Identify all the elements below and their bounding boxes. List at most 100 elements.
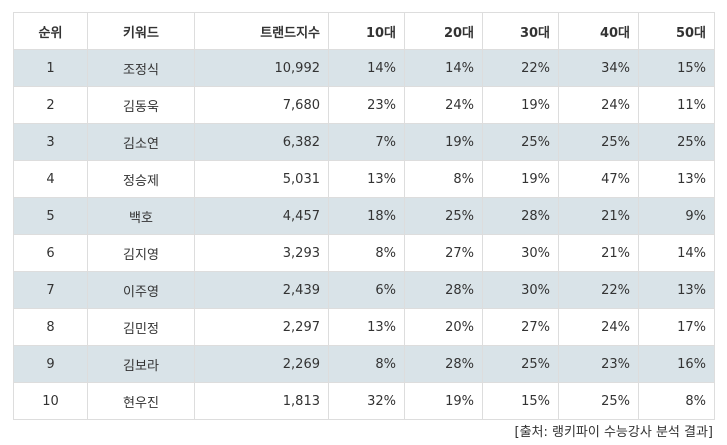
cell-trend-index: 6,382 [194,123,329,161]
cell-rank: 7 [13,271,88,309]
cell-age-10s: 8% [328,234,405,272]
table-row: 9 김보라 2,269 8% 28% 25% 23% 16% [13,345,715,383]
cell-keyword: 정승제 [87,160,195,198]
header-age-20s: 20대 [404,12,483,50]
table-row: 5 백호 4,457 18% 25% 28% 21% 9% [13,197,715,235]
cell-age-20s: 8% [404,160,483,198]
cell-age-40s: 23% [558,345,639,383]
cell-keyword: 김민정 [87,308,195,346]
cell-keyword: 이주영 [87,271,195,309]
ranking-table: 순위 키워드 트랜드지수 10대 20대 30대 40대 50대 1 조정식 10,… [13,12,715,420]
cell-rank: 9 [13,345,88,383]
cell-age-10s: 13% [328,160,405,198]
table-row: 2 김동욱 7,680 23% 24% 19% 24% 11% [13,86,715,124]
header-age-30s: 30대 [482,12,559,50]
cell-age-10s: 13% [328,308,405,346]
cell-age-50s: 13% [638,271,715,309]
table-row: 6 김지영 3,293 8% 27% 30% 21% 14% [13,234,715,272]
cell-age-20s: 19% [404,382,483,420]
cell-age-10s: 7% [328,123,405,161]
cell-rank: 2 [13,86,88,124]
cell-age-30s: 25% [482,123,559,161]
cell-age-20s: 25% [404,197,483,235]
cell-age-20s: 19% [404,123,483,161]
cell-trend-index: 2,439 [194,271,329,309]
cell-keyword: 김보라 [87,345,195,383]
source-note: [출처: 랭키파이 수능강사 분석 결과] [514,425,714,440]
cell-keyword: 김지영 [87,234,195,272]
cell-trend-index: 10,992 [194,49,329,87]
cell-rank: 3 [13,123,88,161]
cell-age-10s: 8% [328,345,405,383]
cell-age-40s: 21% [558,234,639,272]
header-age-10s: 10대 [328,12,405,50]
cell-age-50s: 13% [638,160,715,198]
cell-keyword: 김소연 [87,123,195,161]
cell-age-40s: 21% [558,197,639,235]
cell-keyword: 조정식 [87,49,195,87]
table-row: 1 조정식 10,992 14% 14% 22% 34% 15% [13,49,715,87]
cell-age-50s: 25% [638,123,715,161]
cell-age-20s: 27% [404,234,483,272]
cell-age-30s: 30% [482,271,559,309]
cell-trend-index: 5,031 [194,160,329,198]
cell-age-30s: 28% [482,197,559,235]
cell-age-10s: 18% [328,197,405,235]
cell-trend-index: 4,457 [194,197,329,235]
cell-age-40s: 22% [558,271,639,309]
cell-keyword: 현우진 [87,382,195,420]
cell-age-40s: 47% [558,160,639,198]
cell-trend-index: 3,293 [194,234,329,272]
cell-rank: 5 [13,197,88,235]
cell-trend-index: 2,297 [194,308,329,346]
cell-trend-index: 1,813 [194,382,329,420]
cell-age-10s: 14% [328,49,405,87]
table-row: 4 정승제 5,031 13% 8% 19% 47% 13% [13,160,715,198]
table-row: 8 김민정 2,297 13% 20% 27% 24% 17% [13,308,715,346]
cell-age-30s: 25% [482,345,559,383]
cell-age-20s: 28% [404,345,483,383]
header-trend-index: 트랜드지수 [194,12,329,50]
table-row: 10 현우진 1,813 32% 19% 15% 25% 8% [13,382,715,420]
cell-age-50s: 16% [638,345,715,383]
cell-age-30s: 19% [482,160,559,198]
cell-age-40s: 25% [558,123,639,161]
cell-keyword: 김동욱 [87,86,195,124]
cell-age-50s: 15% [638,49,715,87]
cell-rank: 6 [13,234,88,272]
header-rank: 순위 [13,12,88,50]
table-row: 7 이주영 2,439 6% 28% 30% 22% 13% [13,271,715,309]
cell-age-10s: 6% [328,271,405,309]
cell-age-50s: 14% [638,234,715,272]
cell-age-10s: 32% [328,382,405,420]
cell-age-50s: 9% [638,197,715,235]
header-keyword: 키워드 [87,12,195,50]
header-age-50s: 50대 [638,12,715,50]
cell-rank: 4 [13,160,88,198]
cell-keyword: 백호 [87,197,195,235]
cell-age-20s: 28% [404,271,483,309]
cell-rank: 1 [13,49,88,87]
table-body: 1 조정식 10,992 14% 14% 22% 34% 15% 2 김동욱 7,680 23% 24%… [13,49,715,420]
header-age-40s: 40대 [558,12,639,50]
cell-age-50s: 8% [638,382,715,420]
cell-age-40s: 24% [558,86,639,124]
cell-age-30s: 15% [482,382,559,420]
cell-rank: 10 [13,382,88,420]
cell-rank: 8 [13,308,88,346]
cell-age-20s: 24% [404,86,483,124]
cell-age-50s: 17% [638,308,715,346]
cell-age-20s: 20% [404,308,483,346]
cell-age-20s: 14% [404,49,483,87]
cell-age-30s: 30% [482,234,559,272]
cell-age-30s: 22% [482,49,559,87]
cell-trend-index: 2,269 [194,345,329,383]
cell-age-30s: 19% [482,86,559,124]
cell-age-40s: 24% [558,308,639,346]
table-header-row: 순위 키워드 트랜드지수 10대 20대 30대 40대 50대 [13,12,715,50]
cell-age-10s: 23% [328,86,405,124]
cell-age-40s: 34% [558,49,639,87]
table-row: 3 김소연 6,382 7% 19% 25% 25% 25% [13,123,715,161]
cell-age-40s: 25% [558,382,639,420]
